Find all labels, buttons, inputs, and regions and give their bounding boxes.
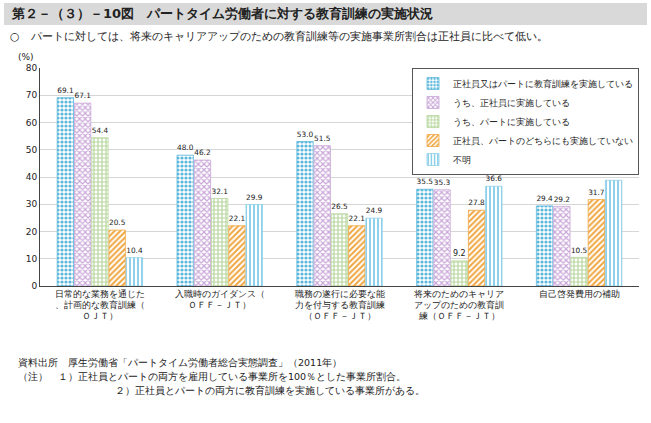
svg-text:正社員、パートのどちらにも実施していない: 正社員、パートのどちらにも実施していない — [453, 136, 633, 146]
svg-text:うち、パートに実施している: うち、パートに実施している — [453, 117, 570, 127]
svg-text:36.6: 36.6 — [486, 174, 503, 183]
svg-text:22.1: 22.1 — [229, 214, 245, 223]
svg-text:31.7: 31.7 — [588, 188, 605, 197]
svg-text:32.1: 32.1 — [212, 187, 228, 196]
html-text:○ パートに対しては、将来のキャリアアップのための教育訓練等: ○ パートに対しては、将来のキャリアアップのための教育訓練等の実施事業所割合は正… — [10, 30, 548, 43]
svg-text:正社員又はパートに教育訓練を実施している: 正社員又はパートに教育訓練を実施している — [453, 79, 633, 89]
svg-text:不明: 不明 — [453, 155, 471, 165]
svg-text:10.5: 10.5 — [571, 246, 588, 255]
html-text:第２－（３）－10図 パートタイム労働者に対する教育訓練の実: 第２－（３）－10図 パートタイム労働者に対する教育訓練の実施状況 — [12, 6, 434, 21]
svg-text:48.0: 48.0 — [177, 143, 194, 152]
svg-text:27.8: 27.8 — [468, 198, 485, 207]
svg-text:69.1: 69.1 — [57, 86, 73, 95]
svg-text:60: 60 — [26, 118, 38, 128]
svg-text:53.0: 53.0 — [297, 130, 314, 139]
svg-text:29.2: 29.2 — [554, 195, 570, 204]
svg-text:20: 20 — [26, 227, 38, 237]
svg-text:51.5: 51.5 — [314, 134, 331, 143]
svg-text:10: 10 — [26, 254, 38, 264]
svg-text:22.1: 22.1 — [349, 214, 365, 223]
svg-text:20.5: 20.5 — [109, 218, 126, 227]
svg-text:26.5: 26.5 — [331, 202, 348, 211]
svg-text:40: 40 — [26, 172, 38, 182]
svg-text:うち、正社員に実施している: うち、正社員に実施している — [453, 98, 570, 108]
svg-text:10.4: 10.4 — [126, 246, 143, 255]
svg-text:50: 50 — [26, 145, 38, 155]
svg-text:入職時のガイダンス（ＯＦＦ－ＪＴ）: 入職時のガイダンス（ＯＦＦ－ＪＴ） — [175, 289, 265, 310]
svg-text:30: 30 — [26, 199, 38, 209]
svg-text:日常的な業務を通じた、計画的な教育訓練（ＯＪＴ）: 日常的な業務を通じた、計画的な教育訓練（ＯＪＴ） — [55, 289, 145, 321]
svg-text:67.1: 67.1 — [74, 91, 90, 100]
svg-text:0: 0 — [31, 281, 37, 291]
html-text:２）正社員とパートの両方に教育訓練を実施している事業所がある: ２）正社員とパートの両方に教育訓練を実施している事業所がある。 — [115, 385, 425, 396]
svg-text:29.4: 29.4 — [536, 194, 553, 203]
svg-text:29.9: 29.9 — [246, 193, 263, 202]
svg-text:35.5: 35.5 — [417, 177, 434, 186]
svg-text:将来のためのキャリアアップのための教育訓練（ＯＦＦ－ＪＴ）: 将来のためのキャリアアップのための教育訓練（ＯＦＦ－ＪＴ） — [413, 289, 504, 321]
svg-text:54.4: 54.4 — [92, 126, 109, 135]
svg-text:(%): (%) — [18, 52, 34, 62]
svg-text:70: 70 — [26, 90, 38, 100]
svg-text:9.2: 9.2 — [453, 249, 466, 258]
svg-text:80: 80 — [26, 63, 38, 73]
svg-text:自己啓発費用の補助: 自己啓発費用の補助 — [539, 289, 620, 299]
html-text:（注） １）正社員とパートの両方を雇用している事業所を100: （注） １）正社員とパートの両方を雇用している事業所を100％とした事業所割合。 — [18, 371, 407, 382]
svg-text:24.9: 24.9 — [366, 206, 383, 215]
svg-text:職務の遂行に必要な能力を付与する教育訓練（ＯＦＦ－ＪＴ）: 職務の遂行に必要な能力を付与する教育訓練（ＯＦＦ－ＪＴ） — [295, 289, 385, 321]
svg-text:46.2: 46.2 — [194, 148, 210, 157]
svg-text:35.3: 35.3 — [434, 178, 451, 187]
html-text:資料出所 厚生労働省「パートタイム労働者総合実態調査」（20: 資料出所 厚生労働省「パートタイム労働者総合実態調査」（2011年） — [18, 357, 343, 368]
